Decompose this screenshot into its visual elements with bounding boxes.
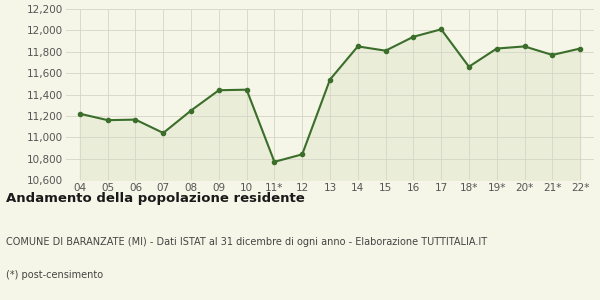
Text: COMUNE DI BARANZATE (MI) - Dati ISTAT al 31 dicembre di ogni anno - Elaborazione: COMUNE DI BARANZATE (MI) - Dati ISTAT al… bbox=[6, 237, 487, 247]
Text: Andamento della popolazione residente: Andamento della popolazione residente bbox=[6, 192, 305, 205]
Text: (*) post-censimento: (*) post-censimento bbox=[6, 270, 103, 280]
